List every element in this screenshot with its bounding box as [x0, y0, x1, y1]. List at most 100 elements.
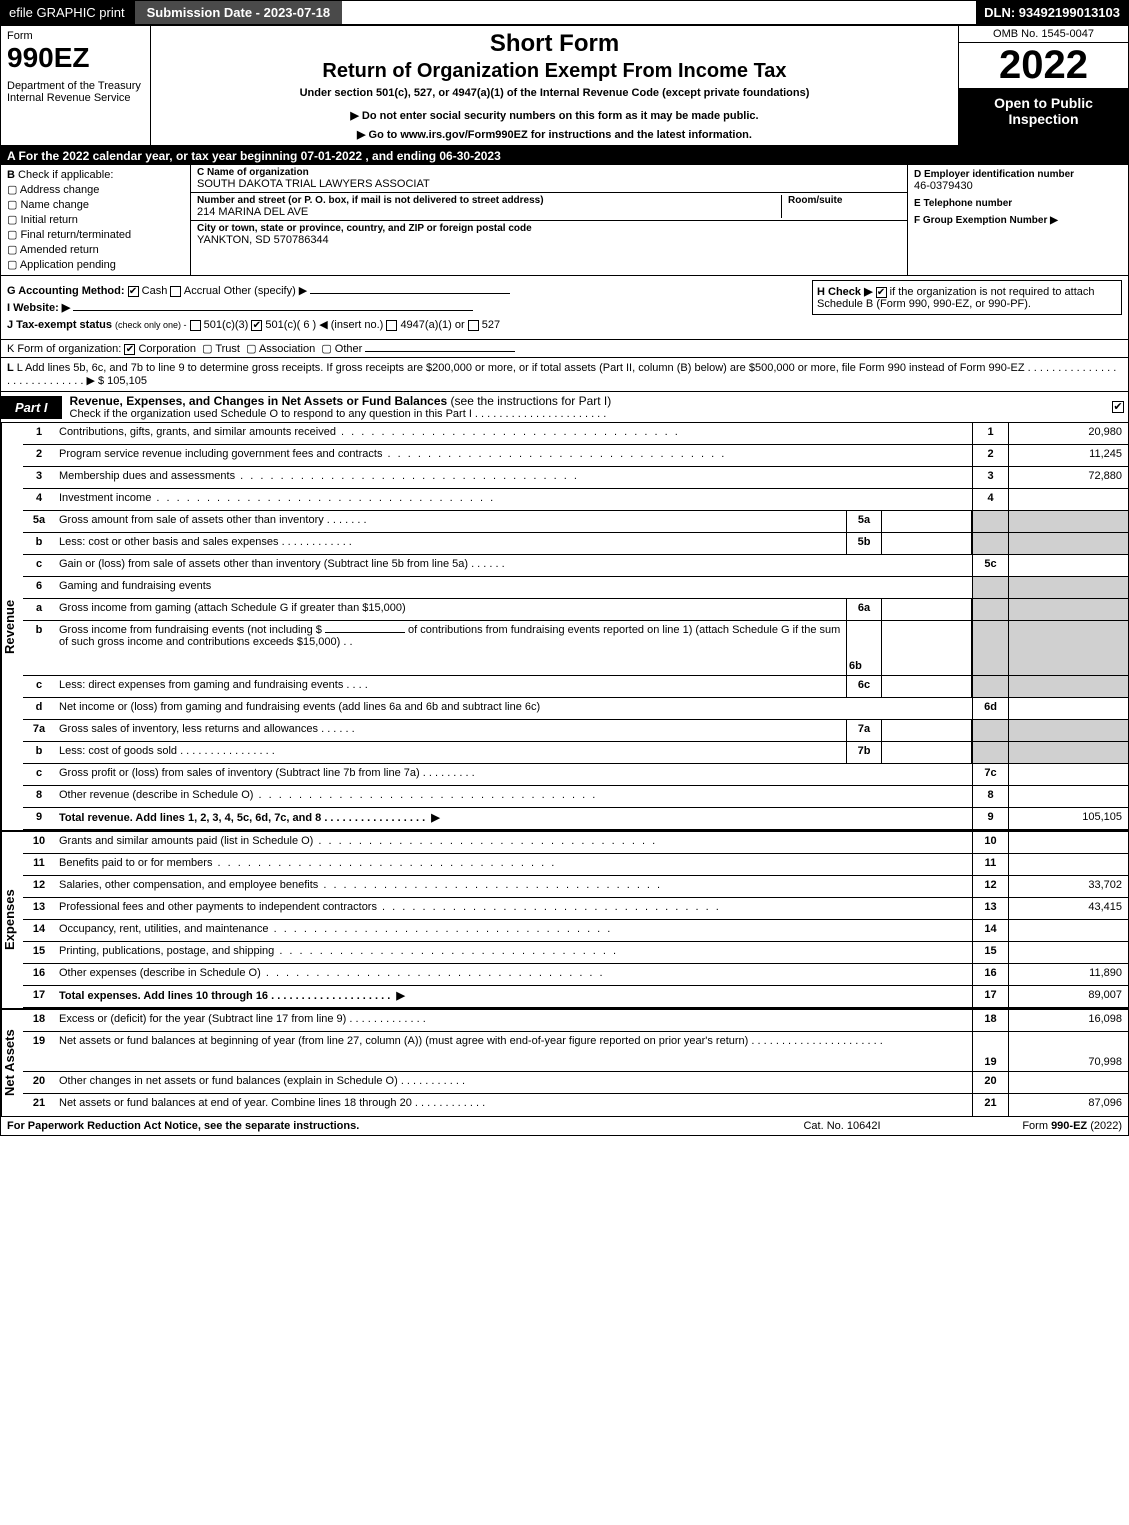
j-527: 527	[482, 319, 500, 331]
line-12-boxnum: 12	[972, 876, 1008, 897]
line-2-desc: Program service revenue including govern…	[55, 445, 972, 466]
line-18-boxnum: 18	[972, 1010, 1008, 1031]
j-4947-checkbox[interactable]	[386, 320, 397, 331]
line-14: 14 Occupancy, rent, utilities, and maint…	[23, 920, 1128, 942]
line-5c-num: c	[23, 555, 55, 576]
line-5b-boxval-grey	[1008, 533, 1128, 554]
chk-final-return[interactable]: ▢ Final return/terminated	[7, 228, 184, 241]
line-17-desc: Total expenses. Add lines 10 through 16 …	[55, 986, 972, 1007]
line-6-desc: Gaming and fundraising events	[55, 577, 972, 598]
chk-initial-return[interactable]: ▢ Initial return	[7, 213, 184, 226]
g-other-input[interactable]	[310, 293, 510, 294]
c-name-value: SOUTH DAKOTA TRIAL LAWYERS ASSOCIAT	[197, 178, 901, 190]
g-label: G Accounting Method:	[7, 285, 125, 297]
line-6a-subval	[882, 599, 972, 620]
h-checkbox[interactable]	[876, 287, 887, 298]
section-c: C Name of organization SOUTH DAKOTA TRIA…	[191, 165, 908, 275]
topbar: efile GRAPHIC print Submission Date - 20…	[1, 1, 1128, 26]
line-9-desc: Total revenue. Add lines 1, 2, 3, 4, 5c,…	[55, 808, 972, 829]
line-5a-desc: Gross amount from sale of assets other t…	[55, 511, 846, 532]
line-10-num: 10	[23, 832, 55, 853]
g-accrual-checkbox[interactable]	[170, 286, 181, 297]
chk-application-pending[interactable]: ▢ Application pending	[7, 258, 184, 271]
j-501c3-checkbox[interactable]	[190, 320, 201, 331]
l-text: L Add lines 5b, 6c, and 7b to line 9 to …	[17, 362, 1025, 374]
footer-left: For Paperwork Reduction Act Notice, see …	[7, 1120, 742, 1132]
line-20: 20 Other changes in net assets or fund b…	[23, 1072, 1128, 1094]
footer-mid: Cat. No. 10642I	[742, 1120, 942, 1132]
line-6b-amount-input[interactable]	[325, 632, 405, 633]
line-18: 18 Excess or (deficit) for the year (Sub…	[23, 1010, 1128, 1032]
line-6c-boxval-grey	[1008, 676, 1128, 697]
line-9: 9 Total revenue. Add lines 1, 2, 3, 4, 5…	[23, 808, 1128, 830]
line-12: 12 Salaries, other compensation, and emp…	[23, 876, 1128, 898]
line-1-value: 20,980	[1008, 423, 1128, 444]
line-19-value: 70,998	[1008, 1032, 1128, 1071]
line-4-value	[1008, 489, 1128, 510]
d-ein: D Employer identification number 46-0379…	[914, 169, 1122, 192]
j-527-checkbox[interactable]	[468, 320, 479, 331]
part-i-checkbox[interactable]	[1112, 401, 1124, 413]
line-17-boxnum: 17	[972, 986, 1008, 1007]
k-corp-checkbox[interactable]: ✔	[124, 344, 135, 355]
line-6b-desc: Gross income from fundraising events (no…	[55, 621, 846, 675]
line-19: 19 Net assets or fund balances at beginn…	[23, 1032, 1128, 1072]
revenue-section: Revenue 1 Contributions, gifts, grants, …	[1, 423, 1128, 830]
chk-address-change[interactable]: ▢ Address change	[7, 183, 184, 196]
k-other-input[interactable]	[365, 351, 515, 352]
dln-label: DLN: 93492199013103	[976, 1, 1128, 24]
line-6b-num: b	[23, 621, 55, 675]
chk-amended-return[interactable]: ▢ Amended return	[7, 243, 184, 256]
line-5b-desc: Less: cost or other basis and sales expe…	[55, 533, 846, 554]
line-3-value: 72,880	[1008, 467, 1128, 488]
d-label: D Employer identification number	[914, 169, 1122, 180]
line-6: 6 Gaming and fundraising events	[23, 577, 1128, 599]
f-label: F Group Exemption Number ▶	[914, 215, 1122, 226]
line-21: 21 Net assets or fund balances at end of…	[23, 1094, 1128, 1116]
line-19-boxnum: 19	[972, 1032, 1008, 1071]
line-5c-desc: Gain or (loss) from sale of assets other…	[55, 555, 972, 576]
f-group-exemption: F Group Exemption Number ▶	[914, 215, 1122, 226]
line-6b: b Gross income from fundraising events (…	[23, 621, 1128, 676]
g-cash-checkbox[interactable]	[128, 286, 139, 297]
line-3: 3 Membership dues and assessments 3 72,8…	[23, 467, 1128, 489]
section-b: B Check if applicable: ▢ Address change …	[1, 165, 191, 275]
line-20-value	[1008, 1072, 1128, 1093]
line-16-num: 16	[23, 964, 55, 985]
line-6-boxval-grey	[1008, 577, 1128, 598]
b-label: B	[7, 169, 15, 181]
line-21-boxnum: 21	[972, 1094, 1008, 1116]
line-8-boxnum: 8	[972, 786, 1008, 807]
line-7b-num: b	[23, 742, 55, 763]
j-501c-checkbox[interactable]	[251, 320, 262, 331]
c-city-label: City or town, state or province, country…	[197, 223, 901, 234]
c-room-label: Room/suite	[788, 195, 901, 206]
i-website-input[interactable]	[73, 310, 473, 311]
title-ssn-warning: ▶ Do not enter social security numbers o…	[157, 109, 952, 122]
efile-print-label[interactable]: efile GRAPHIC print	[1, 1, 133, 24]
line-5b: b Less: cost or other basis and sales ex…	[23, 533, 1128, 555]
line-13: 13 Professional fees and other payments …	[23, 898, 1128, 920]
title-goto-link[interactable]: ▶ Go to www.irs.gov/Form990EZ for instru…	[157, 128, 952, 141]
line-10-boxnum: 10	[972, 832, 1008, 853]
g-accrual: Accrual	[184, 285, 221, 297]
header-right: OMB No. 1545-0047 2022 Open to Public In…	[958, 26, 1128, 145]
form-990ez-page: efile GRAPHIC print Submission Date - 20…	[0, 0, 1129, 1136]
title-return: Return of Organization Exempt From Incom…	[157, 60, 952, 83]
c-address-row: Number and street (or P. O. box, if mail…	[191, 193, 907, 221]
line-19-desc: Net assets or fund balances at beginning…	[55, 1032, 972, 1071]
chk-name-change[interactable]: ▢ Name change	[7, 198, 184, 211]
c-addr-value: 214 MARINA DEL AVE	[197, 206, 781, 218]
footer-right: Form 990-EZ (2022)	[942, 1120, 1122, 1132]
line-6c-desc: Less: direct expenses from gaming and fu…	[55, 676, 846, 697]
c-name-label: C Name of organization	[197, 167, 901, 178]
line-1-boxnum: 1	[972, 423, 1008, 444]
k-corp: Corporation	[138, 343, 195, 355]
line-1-num: 1	[23, 423, 55, 444]
line-18-value: 16,098	[1008, 1010, 1128, 1031]
line-15-boxnum: 15	[972, 942, 1008, 963]
line-7c-value	[1008, 764, 1128, 785]
line-7c-boxnum: 7c	[972, 764, 1008, 785]
line-5a-num: 5a	[23, 511, 55, 532]
line-8-value	[1008, 786, 1128, 807]
